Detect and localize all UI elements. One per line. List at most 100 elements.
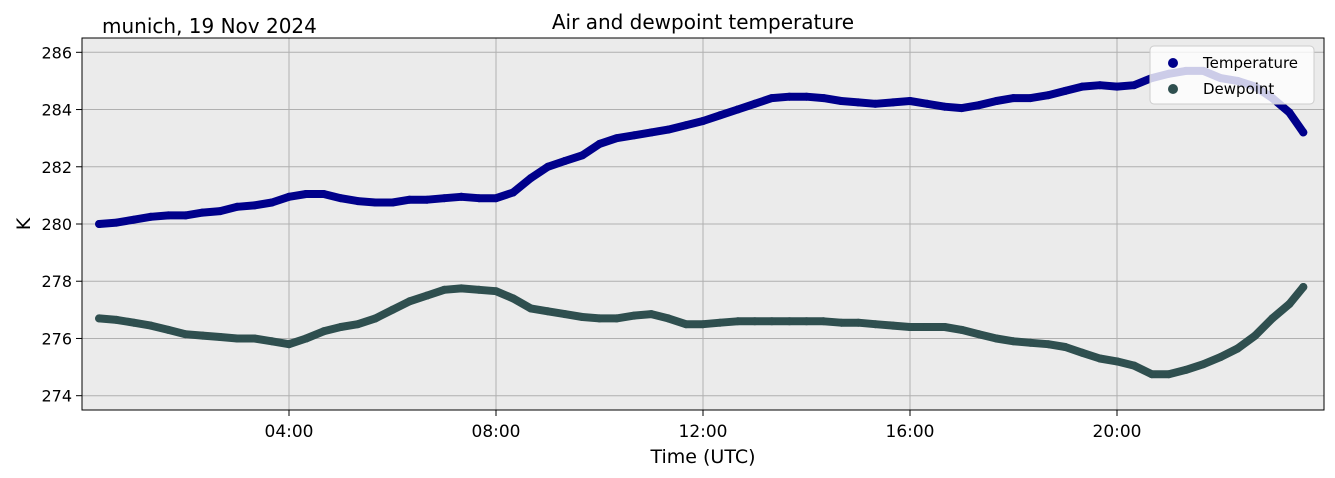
dewpoint-point <box>1251 331 1260 340</box>
dewpoint-point <box>785 317 794 326</box>
dewpoint-point <box>250 334 259 343</box>
dewpoint-point <box>198 331 207 340</box>
dewpoint-point <box>992 334 1001 343</box>
temperature-point <box>1078 82 1087 91</box>
temperature-point <box>802 92 811 101</box>
temperature-point <box>888 98 897 107</box>
temperature-point <box>923 99 932 108</box>
legend-dewpoint-marker <box>1168 84 1178 94</box>
dewpoint-point <box>509 294 518 303</box>
y-tick-label: 274 <box>41 387 72 406</box>
x-tick-label: 08:00 <box>472 422 521 442</box>
temperature-point <box>647 128 656 137</box>
temperature-point <box>198 208 207 217</box>
dewpoint-point <box>699 320 707 329</box>
temperature-point <box>233 202 242 211</box>
dewpoint-point <box>302 334 311 343</box>
temperature-point <box>95 220 104 228</box>
dewpoint-point <box>1164 370 1173 379</box>
temperature-point <box>974 101 983 110</box>
x-tick-label: 16:00 <box>886 422 935 442</box>
dewpoint-point <box>1009 337 1018 346</box>
temperature-point <box>940 102 949 111</box>
dewpoint-point <box>388 305 397 314</box>
dewpoint-point <box>474 285 483 294</box>
temperature-point <box>216 207 225 216</box>
legend-box <box>1149 45 1315 105</box>
temperature-point <box>630 131 639 140</box>
temperature-point <box>612 134 621 143</box>
temperature-point <box>1044 91 1053 100</box>
temperature-point <box>1285 108 1294 117</box>
temperature-point <box>543 162 552 171</box>
y-tick-label: 282 <box>41 158 72 177</box>
temperature-point <box>681 121 690 130</box>
dewpoint-point <box>1181 365 1190 374</box>
dewpoint-point <box>871 320 880 329</box>
temperature-point <box>560 157 569 165</box>
dewpoint-point <box>336 323 345 331</box>
y-tick-label: 276 <box>41 329 72 348</box>
dewpoint-point <box>1044 340 1053 349</box>
temperature-point <box>906 97 914 105</box>
dewpoint-point <box>423 291 432 300</box>
x-tick-label: 20:00 <box>1093 422 1142 442</box>
y-tick-label: 286 <box>41 43 72 62</box>
dewpoint-point <box>595 314 604 323</box>
dewpoint-point <box>750 317 759 326</box>
dewpoint-point <box>319 327 328 336</box>
dewpoint-point <box>1095 354 1104 363</box>
dewpoint-point <box>353 320 362 329</box>
dewpoint-point <box>906 323 914 331</box>
temperature-point <box>164 211 173 220</box>
legend: Temperature Dewpoint <box>1149 45 1315 105</box>
dewpoint-point <box>974 330 983 339</box>
dewpoint-point <box>1061 343 1070 351</box>
dewpoint-point <box>233 334 242 343</box>
temperature-point <box>750 99 759 108</box>
series-layer <box>95 66 1308 379</box>
x-tick-label: 04:00 <box>265 422 314 442</box>
dewpoint-point <box>216 333 225 341</box>
dewpoint-point <box>457 284 466 293</box>
x-tick-label: 12:00 <box>679 422 728 442</box>
dewpoint-point <box>681 320 690 329</box>
dewpoint-point <box>940 323 949 331</box>
dewpoint-point <box>733 317 742 326</box>
temperature-point <box>509 188 518 197</box>
temperature-point <box>837 97 846 105</box>
dewpoint-point <box>440 285 449 294</box>
dewpoint-point <box>1285 300 1294 309</box>
temperature-point <box>371 198 380 207</box>
temperature-point <box>181 211 190 220</box>
y-tick-label: 284 <box>41 101 72 120</box>
temperature-point <box>1026 94 1035 103</box>
temperature-point <box>1113 82 1121 91</box>
temperature-point <box>767 94 776 103</box>
dewpoint-point <box>888 321 897 330</box>
temperature-point <box>457 192 466 201</box>
temperature-point <box>733 105 742 114</box>
temperature-point <box>716 111 725 120</box>
dewpoint-point <box>1299 283 1308 291</box>
temperature-point <box>526 174 535 183</box>
y-tick-label: 280 <box>41 215 72 234</box>
dewpoint-point <box>129 318 138 327</box>
dewpoint-point <box>267 337 276 346</box>
temperature-point <box>871 99 880 108</box>
temperature-point <box>578 151 587 160</box>
temperature-point <box>819 94 828 103</box>
dewpoint-point <box>1078 348 1087 357</box>
temperature-point <box>854 98 863 107</box>
dewpoint-point <box>543 307 552 316</box>
temperature-point <box>285 192 293 201</box>
temperature-point <box>1009 94 1018 103</box>
temperature-point <box>992 97 1001 105</box>
temperature-point <box>302 190 311 198</box>
dewpoint-point <box>767 317 776 326</box>
temperature-point <box>319 190 328 198</box>
dewpoint-point <box>1026 338 1035 347</box>
dewpoint-point <box>837 318 846 327</box>
station-date-label: munich, 19 Nov 2024 <box>102 14 317 38</box>
